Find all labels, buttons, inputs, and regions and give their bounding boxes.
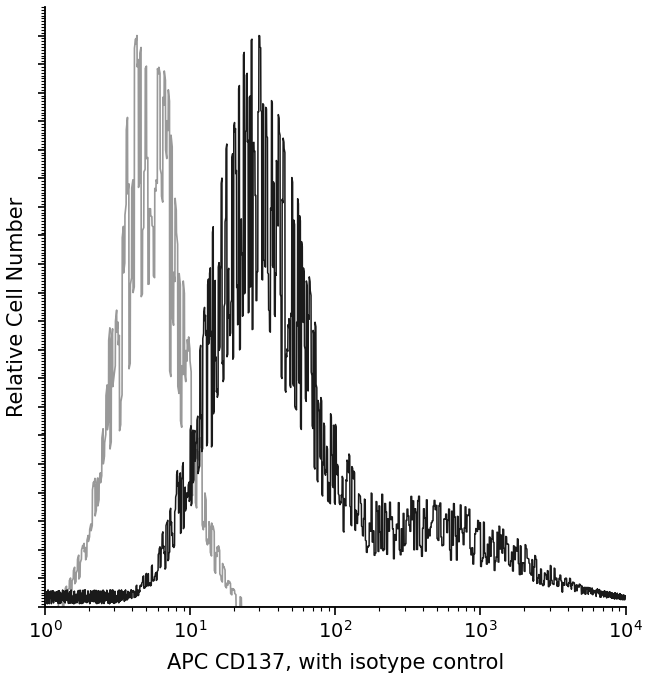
Y-axis label: Relative Cell Number: Relative Cell Number — [7, 197, 27, 417]
X-axis label: APC CD137, with isotype control: APC CD137, with isotype control — [166, 653, 504, 673]
